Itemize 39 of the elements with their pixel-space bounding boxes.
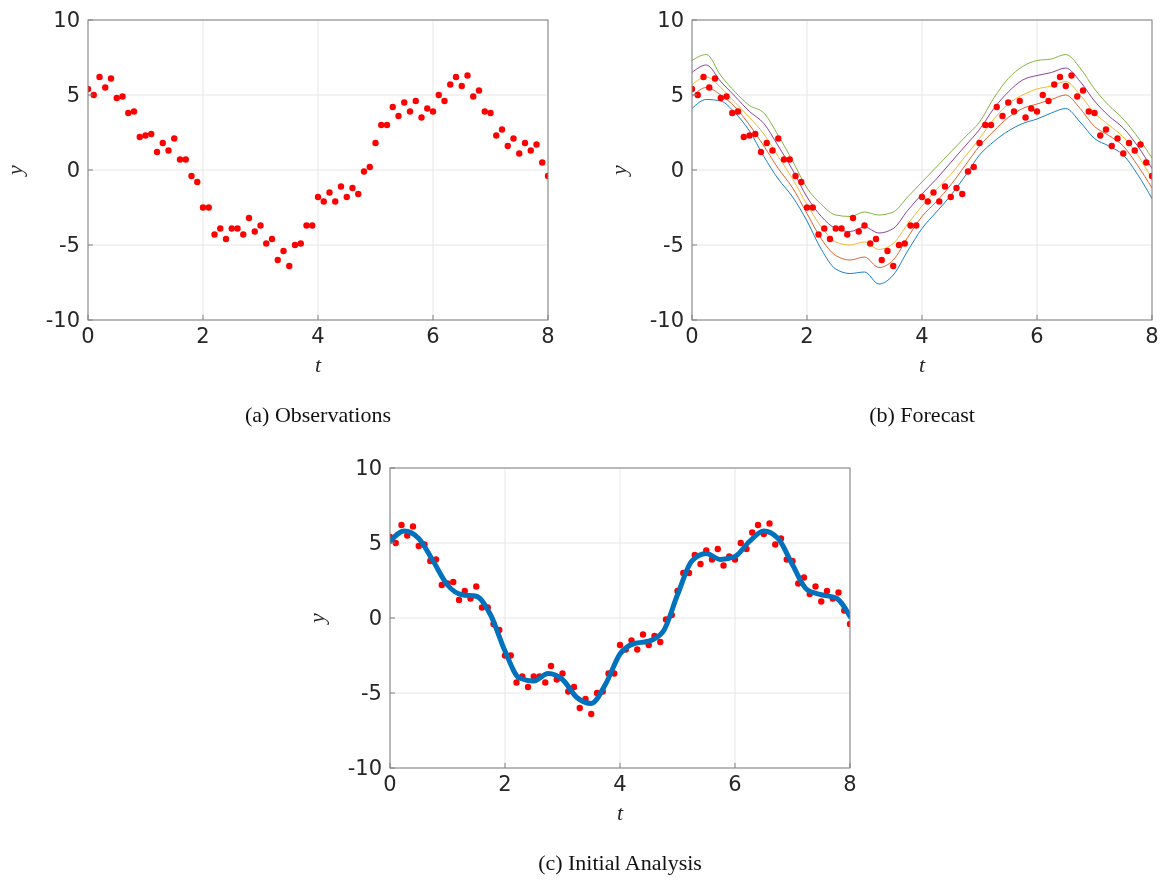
y-tick-label: 0: [66, 158, 80, 183]
x-tick-label: 0: [383, 772, 397, 796]
x-tick-label: 8: [541, 324, 555, 348]
x-tick-label: 0: [685, 324, 699, 348]
y-tick-label: -10: [649, 308, 684, 333]
text: (b) Forecast: [869, 402, 975, 427]
y-tick-label: 10: [355, 456, 382, 481]
x-tick-label: 0: [81, 324, 95, 348]
y-tick-label: -5: [59, 233, 80, 258]
x-axis-title: t: [918, 352, 926, 377]
y-axis-title: y: [606, 164, 631, 177]
x-tick-label: 4: [915, 324, 929, 348]
y-tick-label: 5: [66, 83, 80, 108]
x-axis-title: t: [616, 800, 624, 825]
x-axis-title: t: [314, 352, 322, 377]
y-axis-title: y: [304, 612, 329, 625]
x-tick-label: 2: [498, 772, 512, 796]
text: (c) Initial Analysis: [538, 850, 702, 875]
y-tick-label: 10: [657, 8, 684, 33]
y-tick-label: -5: [361, 681, 382, 706]
x-tick-label: 6: [1030, 324, 1044, 348]
y-tick-label: 10: [53, 8, 80, 33]
x-tick-label: 2: [800, 324, 814, 348]
x-tick-label: 6: [728, 772, 742, 796]
y-tick-label: 5: [368, 531, 382, 556]
y-tick-label: -10: [347, 756, 382, 781]
text: (a) Observations: [244, 402, 392, 427]
y-axis-title: y: [2, 164, 27, 177]
y-tick-label: 0: [670, 158, 684, 183]
y-tick-label: 0: [368, 606, 382, 631]
x-tick-label: 6: [426, 324, 440, 348]
y-tick-label: -10: [45, 308, 80, 333]
x-tick-label: 8: [843, 772, 857, 796]
x-tick-label: 2: [196, 324, 210, 348]
x-tick-label: 4: [311, 324, 325, 348]
y-tick-label: -5: [663, 233, 684, 258]
y-tick-label: 5: [670, 83, 684, 108]
x-tick-label: 8: [1145, 324, 1159, 348]
x-tick-label: 4: [613, 772, 627, 796]
